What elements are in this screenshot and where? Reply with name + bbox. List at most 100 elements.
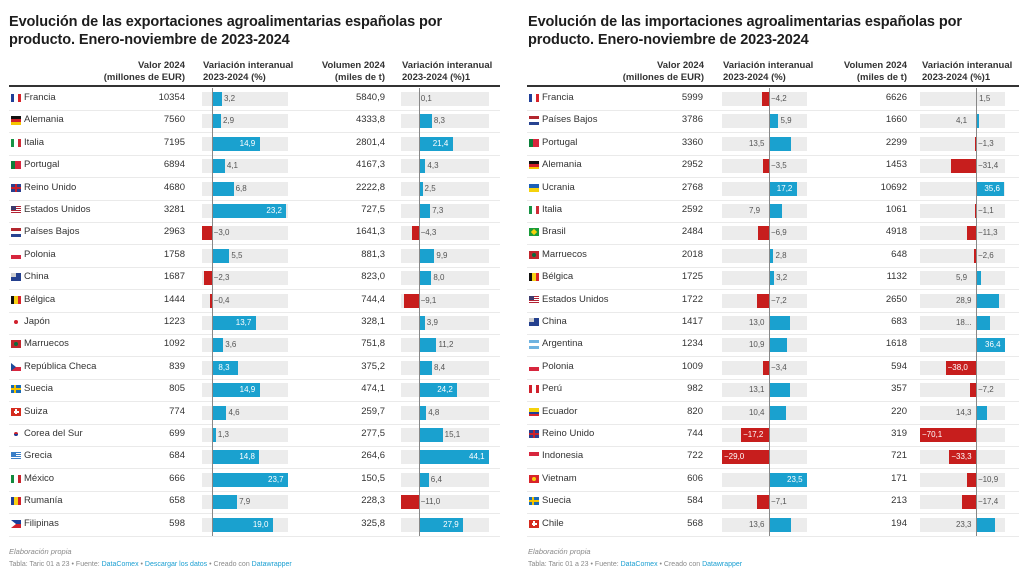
flag-mx-icon <box>11 474 22 483</box>
volume-2024: 751,8 <box>361 338 385 350</box>
flag-ma-icon <box>11 340 21 349</box>
value-2024: 820 <box>687 405 703 417</box>
download-data-link[interactable]: Descargar los datos <box>144 561 208 568</box>
bar-background <box>920 271 1005 286</box>
positive-variation-bar <box>418 405 427 420</box>
flag-us-icon <box>11 206 21 214</box>
bar-background <box>401 181 489 196</box>
header-var1-line2: 2023-2024 (%) <box>723 71 786 83</box>
volume-2024: 727,5 <box>361 204 385 215</box>
value-2024: 3281 <box>163 204 185 215</box>
header-var1[interactable]: Variación interanual 2023-2024 (%) <box>203 60 303 83</box>
value-2024: 744 <box>687 428 703 439</box>
variation-value-label: 21,4 <box>432 138 449 148</box>
bar-background <box>202 271 288 286</box>
positive-variation-bar <box>211 383 260 398</box>
volume-2024: 277,5 <box>361 428 385 439</box>
value-2024: 584 <box>687 495 703 507</box>
datawrapper-link[interactable]: Datawrapper <box>702 561 743 568</box>
variation-value-label: 23,5 <box>787 474 803 484</box>
bar-background <box>202 114 288 129</box>
header-var2[interactable]: Variación interanual 2023-2024 (%)1 <box>922 60 1022 83</box>
variation-value-label: 7,9 <box>239 497 251 507</box>
positive-variation-bar <box>418 248 435 263</box>
positive-variation-bar <box>768 517 791 532</box>
volume-2024: 2801,4 <box>355 136 385 148</box>
variation-value-label: 2,8 <box>775 250 787 260</box>
flag-pl-icon <box>529 362 539 371</box>
country-name: Reino Unido <box>542 428 595 439</box>
variation-value-label: −29,0 <box>724 452 745 462</box>
volume-2024: 2299 <box>885 136 907 148</box>
variation-value-label: 17,2 <box>776 183 793 193</box>
variation-value-label: 13,5 <box>748 138 765 148</box>
header-value-line1: Valor 2024 <box>656 60 704 71</box>
positive-variation-bar <box>418 338 437 353</box>
positive-variation-bar <box>975 517 995 532</box>
country-name: Polonia <box>24 248 56 260</box>
negative-variation-bar <box>202 226 212 241</box>
negative-variation-bar <box>962 495 976 510</box>
table-row: Alemania 7560 2,9 4333,8 8,3 <box>9 110 500 134</box>
positive-variation-bar <box>768 136 791 151</box>
header-volume[interactable]: Volumen 2024 (miles de t) <box>822 60 907 83</box>
volume-2024: 4167,3 <box>355 159 385 171</box>
volume-2024: 375,2 <box>361 360 385 372</box>
value-2024: 6894 <box>163 159 185 171</box>
flag-us-icon <box>529 295 539 304</box>
datacomex-link[interactable]: DataComex <box>620 561 658 568</box>
imports-title: Evolución de las importaciones agroalime… <box>528 14 962 48</box>
datacomex-link[interactable]: DataComex <box>101 561 139 568</box>
variation-value-label: 27,9 <box>443 519 459 529</box>
footer-source-prefix: Tabla: Taric 01 a 23 • Fuente: <box>9 561 102 568</box>
variation-value-label: 13,6 <box>748 519 765 529</box>
table-row: Brasil 2484 −6,9 4918 −11,3 <box>527 222 1019 246</box>
variation-value-label: 18... <box>955 318 972 327</box>
bar-background <box>401 271 489 286</box>
positive-variation-bar <box>211 360 239 375</box>
header-volume[interactable]: Volumen 2024 (miles de t) <box>300 60 385 83</box>
table-row: Bélgica 1725 3,2 1132 5,9 <box>527 267 1019 291</box>
flag-ua-icon <box>529 183 539 192</box>
header-divider <box>9 85 500 87</box>
volume-2024: 357 <box>891 383 907 395</box>
volume-2024: 2650 <box>885 293 907 305</box>
volume-2024: 648 <box>891 248 907 260</box>
bar-background <box>722 248 807 263</box>
positive-variation-bar <box>975 338 1005 353</box>
value-2024: 658 <box>169 495 185 507</box>
header-value[interactable]: Valor 2024 (millones de EUR) <box>619 60 704 83</box>
variation-value-label: 6,8 <box>235 183 247 193</box>
negative-variation-bar <box>722 450 769 465</box>
variation-value-label: −7,2 <box>977 385 994 395</box>
header-volume-line1: Volumen 2024 <box>321 60 385 71</box>
positive-variation-bar <box>975 271 981 286</box>
header-divider <box>527 85 1019 87</box>
variation-value-label: 2,9 <box>223 116 235 126</box>
negative-variation-bar <box>757 226 769 241</box>
volume-2024: 6626 <box>885 92 907 103</box>
datawrapper-link[interactable]: Datawrapper <box>251 561 292 568</box>
variation-value-label: 1,3 <box>217 430 229 439</box>
positive-variation-bar <box>418 472 429 487</box>
value-2024: 568 <box>687 517 703 529</box>
header-var2[interactable]: Variación interanual 2023-2024 (%)1 <box>402 60 502 83</box>
positive-variation-bar <box>418 114 432 129</box>
variation-value-label: 24,2 <box>437 385 453 395</box>
bar-background <box>401 159 489 174</box>
variation-value-label: 8,3 <box>218 362 230 372</box>
positive-variation-bar <box>211 472 288 487</box>
table-row: México 666 23,7 150,5 6,4 <box>9 469 500 492</box>
flag-it-icon <box>11 138 22 147</box>
variation-value-label: 4,8 <box>428 407 440 417</box>
flag-ph-icon <box>11 519 21 528</box>
volume-2024: 721 <box>891 450 907 462</box>
volume-2024: 594 <box>891 360 907 372</box>
header-value[interactable]: Valor 2024 (millones de EUR) <box>100 60 185 83</box>
table-row: Perú 982 13,1 357 −7,2 <box>527 379 1019 403</box>
header-var1[interactable]: Variación interanual 2023-2024 (%) <box>723 60 823 83</box>
positive-variation-bar <box>768 181 797 196</box>
exports-table-panel: Evolución de las exportaciones agroalime… <box>9 14 502 568</box>
flag-se-icon <box>529 497 539 506</box>
positive-variation-bar <box>418 316 425 330</box>
